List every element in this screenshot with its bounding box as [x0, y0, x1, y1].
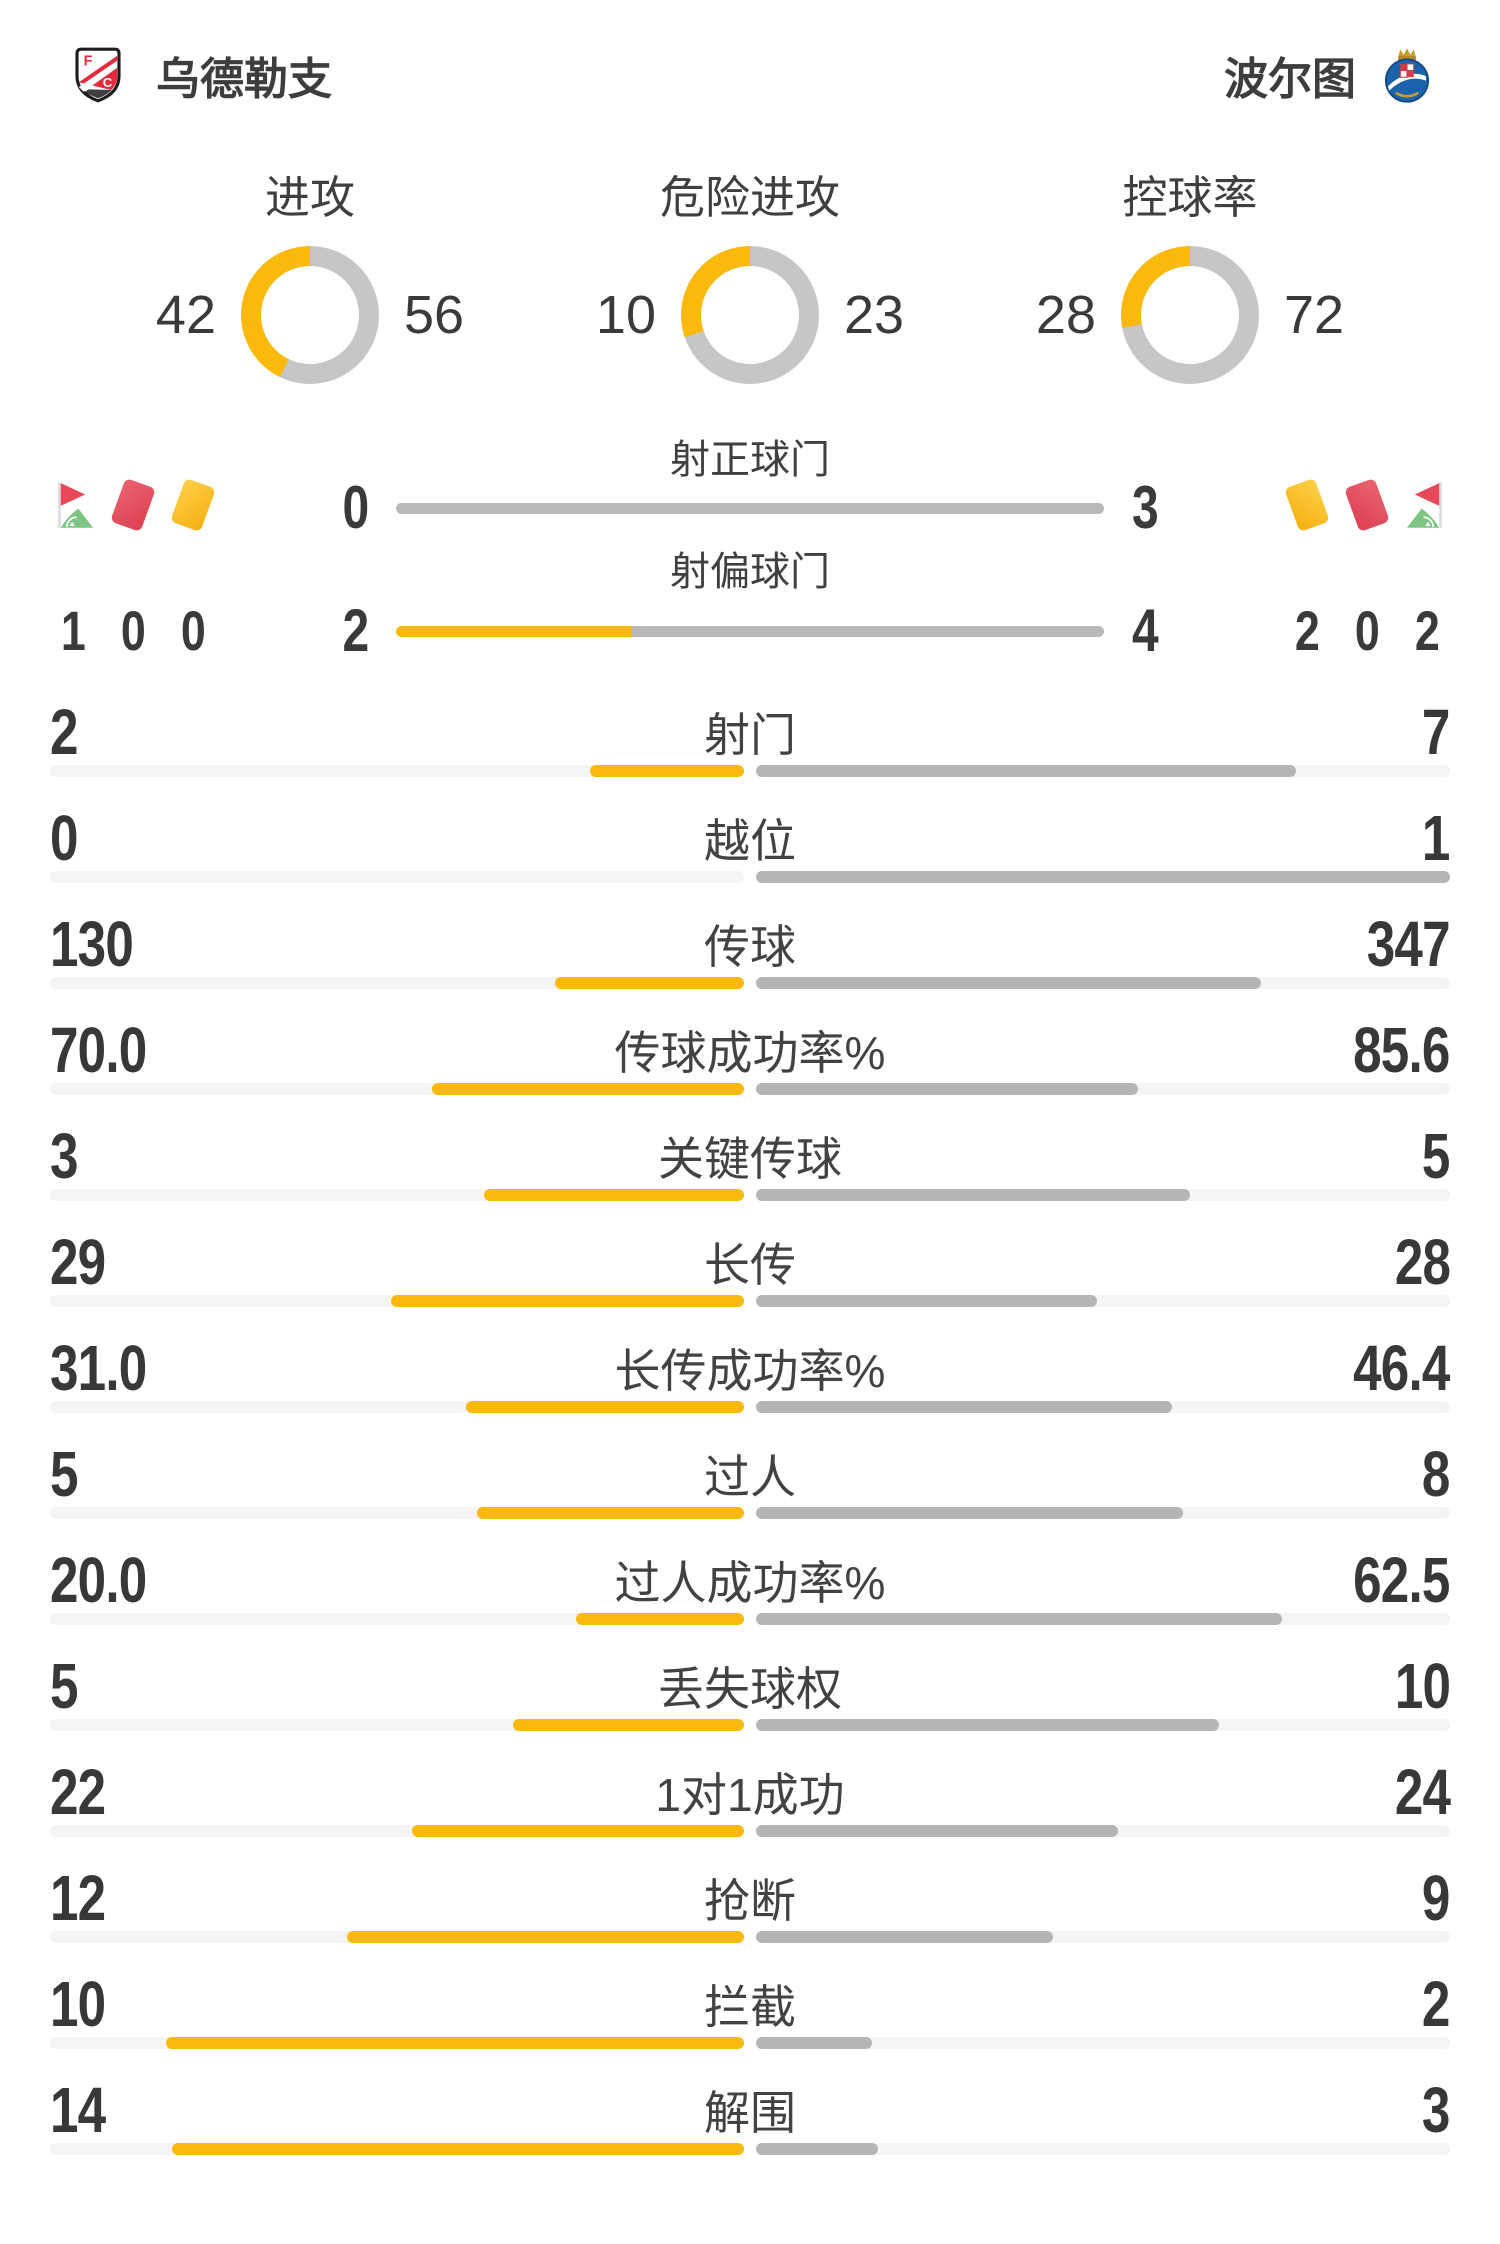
shots-section: 射正球门 射偏球门 [0, 434, 1500, 672]
stat-bar-left-fill [172, 2143, 744, 2155]
donut-possession-title: 控球率 [1122, 172, 1258, 223]
stat-bar-right-fill [756, 1825, 1119, 1837]
shots-off-target-home-value: 2 [342, 597, 369, 664]
shots-off-target-away-value: 4 [1132, 597, 1159, 664]
stat-bar-left-fill [483, 1189, 744, 1201]
donut-possession-away-value: 72 [1284, 285, 1345, 345]
stat-bar-left-fill [412, 1825, 744, 1837]
donut-attacks-ring [241, 246, 379, 384]
shots-off-target-bar [396, 625, 1104, 637]
shots-on-target-title: 射正球门 [670, 438, 830, 482]
home-corner-flag-icon [52, 476, 94, 534]
away-corner-count: 2 [1414, 599, 1440, 662]
away-red-card-icon [1345, 476, 1389, 534]
away-discipline-counts: 2 0 2 [1286, 602, 1448, 660]
shots-off-target-title: 射偏球门 [670, 550, 830, 594]
stat-bar-right-fill [756, 1189, 1190, 1201]
shots-off-target-fill [396, 625, 632, 637]
donut-attacks-title: 进攻 [264, 172, 355, 223]
stat-row-long-ball-success: 31.0 长传成功率% 46.4 [50, 1336, 1451, 1445]
stat-row-pass-success: 70.0 传球成功率% 85.6 [50, 1018, 1451, 1127]
away-yellow-card-icon [1285, 476, 1329, 534]
svg-text:F: F [84, 53, 93, 69]
match-header: F C 乌德勒支 波尔图 [0, 0, 1500, 108]
stat-bar-right-fill [756, 1613, 1282, 1625]
home-team: F C 乌德勒支 [74, 43, 332, 107]
stat-bar-left-fill [466, 1401, 744, 1413]
donut-possession-home-value: 28 [1035, 285, 1096, 345]
away-discipline-icons [1285, 476, 1448, 534]
home-yellow-card-count: 0 [180, 599, 206, 662]
away-red-card-count: 0 [1354, 599, 1380, 662]
stat-bar-right-fill [756, 765, 1296, 777]
stat-bar-left-fill [390, 1295, 744, 1307]
stat-row-dribbles: 5 过人 8 [50, 1442, 1451, 1551]
stat-bar-right-fill [756, 1083, 1138, 1095]
donut-dangerous-attacks-away-value: 23 [844, 285, 905, 345]
stat-row-dribble-success: 20.0 过人成功率% 62.5 [50, 1548, 1451, 1657]
donut-dangerous-attacks: 危险进攻 10 23 [530, 172, 970, 384]
stat-bar-left-fill [431, 1083, 744, 1095]
stat-row-shots: 2 射门 7 [50, 700, 1451, 809]
home-discipline-counts: 1 0 0 [52, 602, 214, 660]
home-red-card-icon [111, 476, 155, 534]
stat-bar-right-fill [756, 1295, 1097, 1307]
donut-possession-ring [1121, 246, 1259, 384]
away-corner-flag-icon [1406, 476, 1448, 534]
donut-dangerous-attacks-home-value: 10 [595, 285, 656, 345]
donut-dangerous-attacks-ring [681, 246, 819, 384]
shots-on-target-away-value: 3 [1132, 474, 1159, 541]
stat-bar-right-fill [756, 977, 1261, 989]
stat-row-interceptions: 10 拦截 2 [50, 1972, 1451, 2081]
home-red-card-count: 0 [120, 599, 146, 662]
stat-bar-right-fill [756, 1507, 1184, 1519]
donut-attacks: 进攻 42 56 [90, 172, 530, 384]
home-team-name: 乌德勒支 [156, 55, 332, 104]
shots-on-target-row: 0 3 [0, 474, 1500, 541]
away-team: 波尔图 [1224, 43, 1432, 107]
donut-attacks-away-value: 56 [404, 285, 465, 345]
svg-text:C: C [103, 75, 113, 90]
stat-bar-right-fill [756, 871, 1450, 883]
shots-on-target-home-value: 0 [342, 474, 369, 541]
home-discipline-icons [52, 476, 215, 534]
stat-bar-left-fill [554, 977, 744, 989]
stat-bar-right-fill [756, 1931, 1054, 1943]
stat-row-long-balls: 29 长传 28 [50, 1230, 1451, 1339]
shots-off-target-row: 2 4 [0, 597, 1500, 664]
donut-attacks-home-value: 42 [155, 285, 216, 345]
stat-bar-right-fill [756, 2037, 872, 2049]
stat-bar-left-fill [575, 1613, 744, 1625]
stat-bar-right-fill [756, 2143, 879, 2155]
away-team-name: 波尔图 [1224, 55, 1356, 104]
shots-on-target-bar [396, 502, 1104, 514]
donut-dangerous-attacks-title: 危险进攻 [659, 172, 840, 223]
stat-bar-left-fill [347, 1931, 744, 1943]
home-corner-count: 1 [60, 599, 86, 662]
stat-bar-left-fill [512, 1719, 744, 1731]
stat-row-clearances: 14 解围 3 [50, 2078, 1451, 2187]
donut-charts: 进攻 42 56 危险进攻 10 23 控球率 28 72 [0, 172, 1500, 384]
stat-row-duels-won: 22 1对1成功 24 [50, 1760, 1451, 1869]
stat-bar-right-fill [756, 1401, 1173, 1413]
stat-row-passes: 130 传球 347 [50, 912, 1451, 1021]
stat-bar-right-fill [756, 1719, 1219, 1731]
donut-possession: 控球率 28 72 [970, 172, 1410, 384]
stats-list: 2 射门 7 0 越位 1 130 传球 347 70.0 传球成功率% 85.… [0, 700, 1500, 2187]
home-yellow-card-icon [171, 476, 215, 534]
stat-bar-left-fill [165, 2037, 744, 2049]
stat-row-possession-lost: 5 丢失球权 10 [50, 1654, 1451, 1763]
stat-row-offsides: 0 越位 1 [50, 806, 1451, 915]
porto-logo-icon [1384, 48, 1430, 103]
utrecht-logo-icon: F C [75, 47, 121, 103]
stat-bar-left-fill [589, 765, 744, 777]
away-yellow-card-count: 2 [1294, 599, 1320, 662]
stat-row-tackles: 12 抢断 9 [50, 1866, 1451, 1975]
stat-row-key-passes: 3 关键传球 5 [50, 1124, 1451, 1233]
stat-bar-left-fill [477, 1507, 744, 1519]
